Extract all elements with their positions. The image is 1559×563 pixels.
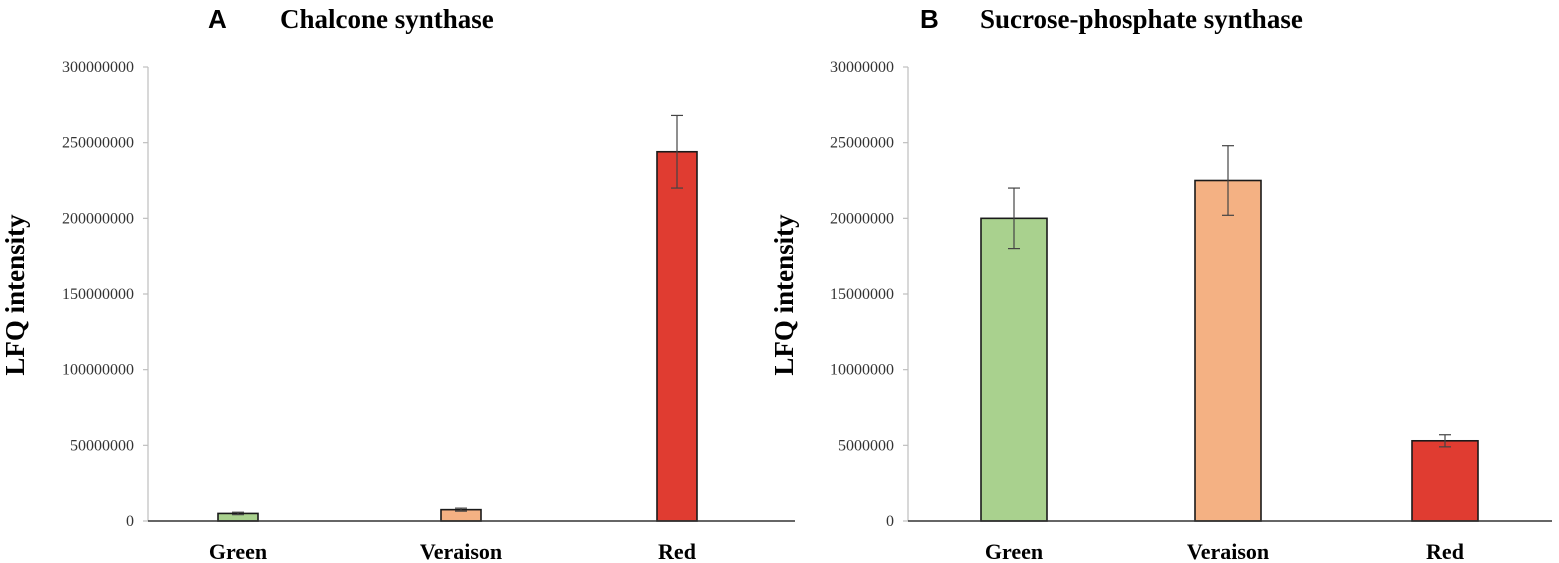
chart-panel-a: A Chalcone synthase LFQ intensity 0 50000…: [0, 4, 795, 563]
y-tick-label-a-3: 150000000: [62, 286, 134, 303]
bar-b-veraison: [1194, 179, 1262, 522]
y-tick-label-b-3: 15000000: [830, 286, 894, 303]
y-tick-label-a-1: 50000000: [70, 437, 134, 454]
y-tick-label-a-5: 250000000: [62, 135, 134, 152]
category-label-a-2: Red: [658, 539, 696, 563]
chart-title-b: Sucrose-phosphate synthase: [980, 4, 1303, 34]
bar-a-red: [656, 150, 698, 522]
y-tick-label-b-2: 10000000: [830, 362, 894, 379]
chart-title-a: Chalcone synthase: [280, 4, 494, 34]
chart-panel-b: B Sucrose-phosphate synthase LFQ intensi…: [769, 4, 1552, 563]
y-tick-label-a-6: 300000000: [62, 59, 134, 76]
y-tick-label-a-2: 100000000: [62, 362, 134, 379]
y-tick-label-a-0: 0: [126, 513, 134, 530]
y-axis-title-b: LFQ intensity: [769, 214, 799, 376]
panel-letter-b: B: [920, 4, 939, 34]
bar-b-green: [980, 217, 1048, 522]
y-tick-label-b-6: 30000000: [830, 59, 894, 76]
y-tick-label-b-0: 0: [886, 513, 894, 530]
y-tick-label-b-1: 5000000: [838, 437, 894, 454]
category-label-a-0: Green: [209, 539, 267, 563]
y-tick-label-b-4: 20000000: [830, 210, 894, 227]
category-label-b-0: Green: [985, 539, 1043, 563]
y-tick-label-b-5: 25000000: [830, 135, 894, 152]
panel-letter-a: A: [208, 4, 227, 34]
bar-b-red: [1411, 439, 1479, 522]
y-tick-label-a-4: 200000000: [62, 210, 134, 227]
y-axis-title-a: LFQ intensity: [0, 214, 30, 376]
category-label-a-1: Veraison: [420, 539, 502, 563]
category-label-b-2: Red: [1426, 539, 1464, 563]
category-label-b-1: Veraison: [1187, 539, 1269, 563]
